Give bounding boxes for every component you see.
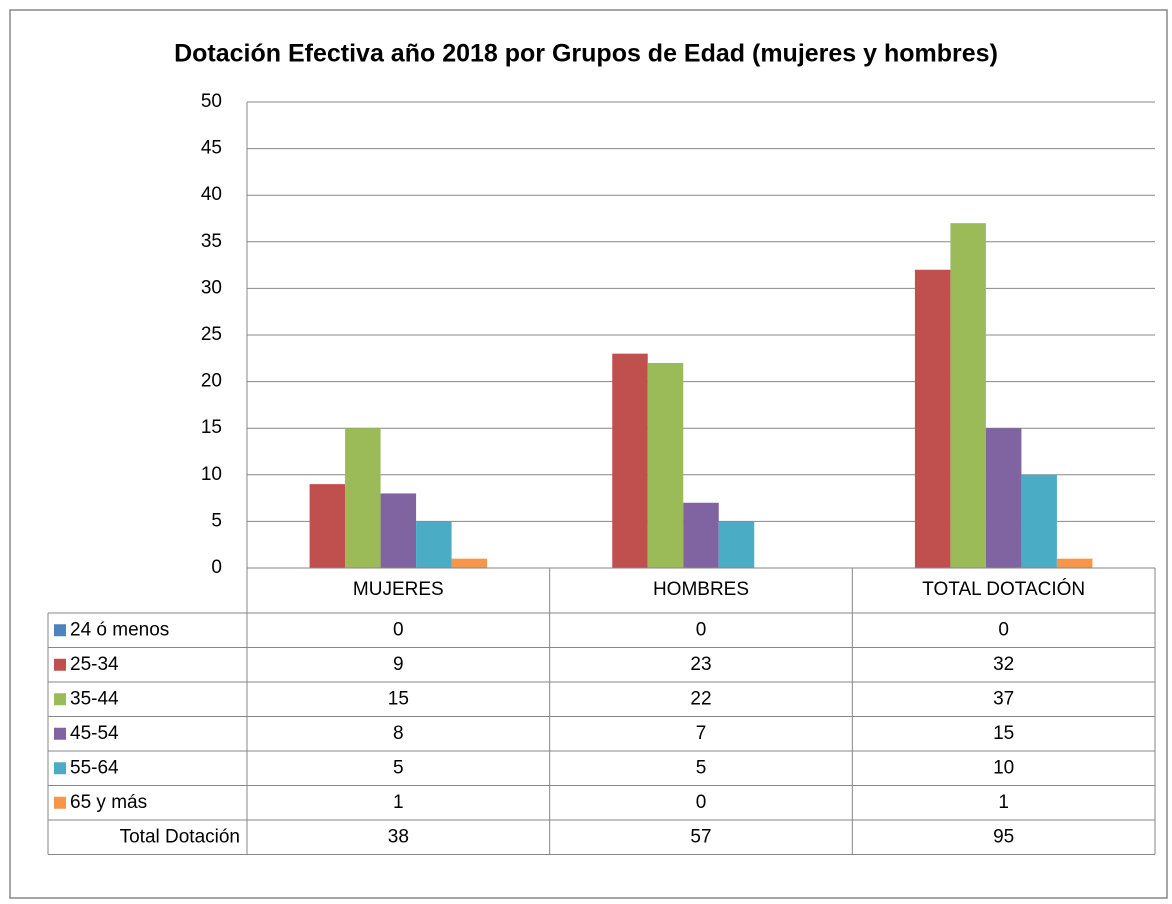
legend-label: 25-34 (70, 654, 119, 675)
x-tick-label: TOTAL DOTACIÓN (922, 578, 1085, 600)
y-tick-label: 5 (211, 510, 222, 531)
bar (345, 428, 381, 568)
table-cell: 9 (393, 654, 404, 675)
bar (1021, 474, 1057, 568)
bar (647, 362, 684, 568)
legend-key (54, 796, 66, 809)
table-cell: 22 (690, 688, 711, 709)
y-tick-label: 25 (201, 324, 222, 345)
table-cell: 1 (998, 792, 1009, 813)
table-cell: 0 (998, 619, 1009, 640)
table-cell: 0 (393, 619, 404, 640)
table-cell: 15 (993, 723, 1014, 744)
table-cell: 38 (388, 826, 409, 847)
table-cell: 57 (690, 826, 711, 847)
y-tick-label: 10 (201, 464, 222, 485)
legend-label: 65 y más (70, 792, 147, 813)
x-tick-label: MUJERES (353, 579, 444, 600)
table-cell: 0 (696, 792, 707, 813)
x-tick-label: HOMBRES (653, 579, 749, 600)
legend-label: 55-64 (70, 757, 119, 778)
y-tick-label: 45 (201, 138, 222, 159)
y-tick-label: 20 (201, 371, 222, 392)
bar (914, 269, 951, 568)
y-tick-label: 50 (201, 91, 222, 112)
y-tick-label: 35 (201, 231, 222, 252)
bar (416, 521, 452, 568)
legend-label: 24 ó menos (70, 619, 169, 640)
bar (950, 223, 986, 568)
bar (380, 493, 417, 568)
bar (451, 558, 488, 568)
legend-key (54, 658, 66, 671)
bar (718, 521, 755, 568)
table-cell: 32 (993, 654, 1014, 675)
bar (1056, 558, 1093, 568)
table-cell: 8 (393, 723, 404, 744)
chart-title: Dotación Efectiva año 2018 por Grupos de… (174, 40, 998, 68)
legend-key (54, 727, 66, 740)
table-cell: 5 (393, 757, 404, 778)
table-cell: 1 (393, 792, 404, 813)
bar (985, 428, 1022, 568)
table-cell: 0 (696, 619, 707, 640)
legend-key (54, 624, 66, 637)
table-cell: 10 (993, 757, 1014, 778)
bar (612, 353, 648, 568)
y-tick-label: 15 (201, 417, 222, 438)
legend-key (54, 762, 66, 775)
table-cell: 95 (993, 826, 1014, 847)
bar (683, 502, 719, 568)
y-tick-label: 40 (201, 184, 222, 205)
bar (309, 484, 346, 568)
table-cell: 23 (690, 654, 711, 675)
y-tick-label: 30 (201, 277, 222, 298)
table-cell: 37 (993, 688, 1014, 709)
table-row-label: Total Dotación (120, 826, 240, 847)
legend-label: 45-54 (70, 723, 119, 744)
legend-label: 35-44 (70, 688, 119, 709)
y-tick-label: 0 (211, 557, 222, 578)
legend-key (54, 693, 66, 706)
table-cell: 5 (696, 757, 707, 778)
table-cell: 15 (388, 688, 409, 709)
table-cell: 7 (696, 723, 707, 744)
